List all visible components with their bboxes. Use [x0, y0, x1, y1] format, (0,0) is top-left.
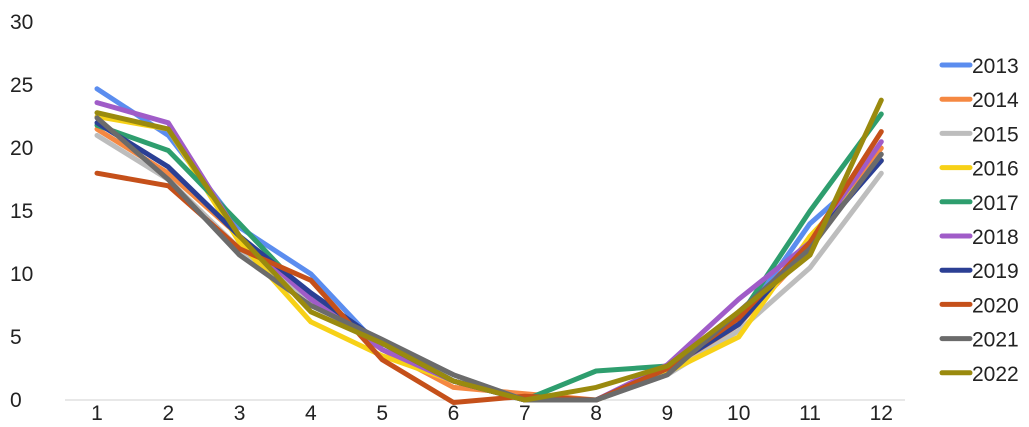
series-line-2019 [94, 120, 884, 403]
x-tick-label: 7 [519, 402, 531, 425]
series-line-2014 [94, 126, 884, 403]
y-tick-label: 5 [10, 326, 22, 349]
series-line-2016 [94, 114, 884, 403]
x-tick-label: 3 [234, 402, 246, 425]
legend-label: 2013 [972, 55, 1019, 78]
x-tick-label: 5 [376, 402, 388, 425]
y-tick-label: 10 [10, 263, 33, 286]
y-axis-tick-labels: 0 5 10 15 20 25 30 [10, 11, 33, 412]
series-line-2020 [94, 129, 884, 405]
legend-label: 2022 [972, 363, 1019, 386]
series-line-2022 [94, 97, 884, 403]
legend-label: 2016 [972, 158, 1019, 181]
y-tick-label: 30 [10, 11, 33, 34]
legend-label: 2020 [972, 294, 1019, 317]
series-line-2021 [94, 115, 884, 403]
legend-label: 2017 [972, 192, 1019, 215]
x-tick-label: 12 [870, 402, 893, 425]
legend-label: 2015 [972, 123, 1019, 146]
y-tick-label: 25 [10, 74, 33, 97]
x-tick-label: 4 [305, 402, 317, 425]
series-line-2013 [94, 86, 884, 403]
x-tick-label: 11 [799, 402, 821, 425]
legend-label: 2019 [972, 260, 1019, 283]
legend-label: 2018 [972, 226, 1019, 249]
series-lines [94, 86, 884, 405]
series-line-2018 [94, 100, 884, 403]
legend-label: 2021 [972, 329, 1019, 352]
legend: 2013 2014 2015 2016 2017 2018 2019 2020 2021 2022 [939, 55, 1019, 386]
y-tick-label: 0 [10, 389, 22, 412]
x-tick-label: 10 [727, 402, 750, 425]
x-tick-label: 6 [448, 402, 460, 425]
legend-label: 2014 [972, 89, 1019, 112]
x-tick-label: 2 [162, 402, 174, 425]
series-line-2017 [94, 111, 884, 403]
series-line-2015 [94, 132, 884, 403]
x-tick-label: 9 [662, 402, 674, 425]
x-tick-label: 8 [590, 402, 602, 425]
x-tick-label: 1 [91, 402, 103, 425]
y-tick-label: 20 [10, 137, 33, 160]
x-axis-tick-labels: 1 2 3 4 5 6 7 8 9 10 11 12 [91, 402, 893, 425]
y-tick-label: 15 [10, 200, 33, 223]
